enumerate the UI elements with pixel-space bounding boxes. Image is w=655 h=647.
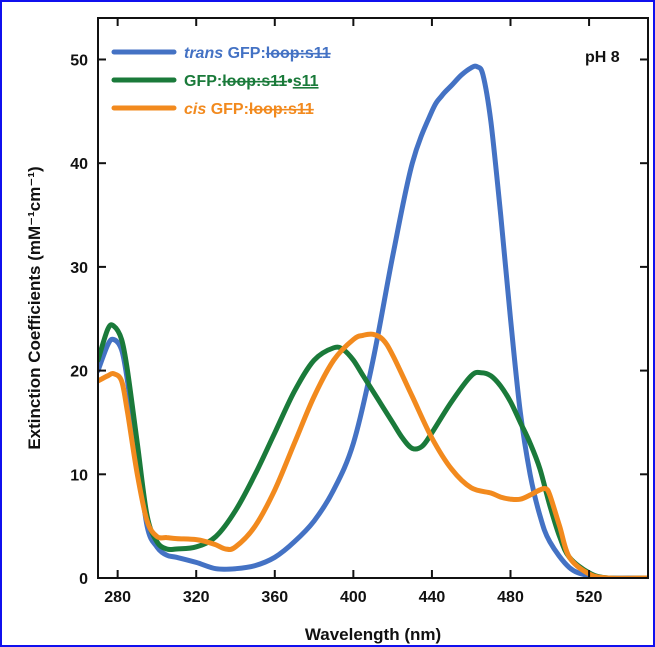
ticks-layer — [98, 18, 648, 579]
legend-entry-trans: trans GFP:loop:s11 — [111, 45, 331, 62]
y-tick-label: 20 — [70, 364, 88, 381]
x-tick-label: 480 — [497, 589, 524, 606]
y-tick-label: 0 — [79, 571, 88, 588]
y-axis-title: Extinction Coefficients (mM⁻¹cm⁻¹) — [25, 166, 44, 449]
tick-labels-layer: 280 320 360 400 440 480 520 0 10 20 30 40 50 — [70, 52, 602, 606]
ph-annotation: pH 8 — [585, 49, 620, 66]
x-axis-title: Wavelength (nm) — [305, 625, 441, 644]
x-tick-label: 360 — [261, 589, 288, 606]
legend-entry-gfp-s11: GFP:loop:s11•s11 — [111, 73, 319, 90]
legend-label: GFP:loop:s11•s11 — [184, 73, 319, 90]
y-tick-label: 50 — [70, 52, 88, 69]
legend: trans GFP:loop:s11 GFP:loop:s11•s11 cis GF… — [111, 45, 331, 118]
gfp-s11-series-line — [98, 322, 648, 578]
series-layer — [98, 63, 648, 578]
x-tick-label: 400 — [340, 589, 367, 606]
plot-area-frame — [97, 17, 649, 579]
y-tick-label: 30 — [70, 260, 88, 277]
x-tick-label: 440 — [419, 589, 446, 606]
y-tick-label: 40 — [70, 156, 88, 173]
cis-series-line — [98, 331, 648, 578]
y-tick-label: 10 — [70, 467, 88, 484]
x-tick-label: 280 — [104, 589, 131, 606]
x-tick-label: 320 — [183, 589, 210, 606]
trans-series-line — [98, 63, 648, 578]
legend-label: cis GFP:loop:s11 — [184, 101, 314, 118]
x-tick-label: 520 — [576, 589, 603, 606]
legend-label: trans GFP:loop:s11 — [184, 45, 331, 62]
legend-entry-cis: cis GFP:loop:s11 — [111, 101, 314, 118]
